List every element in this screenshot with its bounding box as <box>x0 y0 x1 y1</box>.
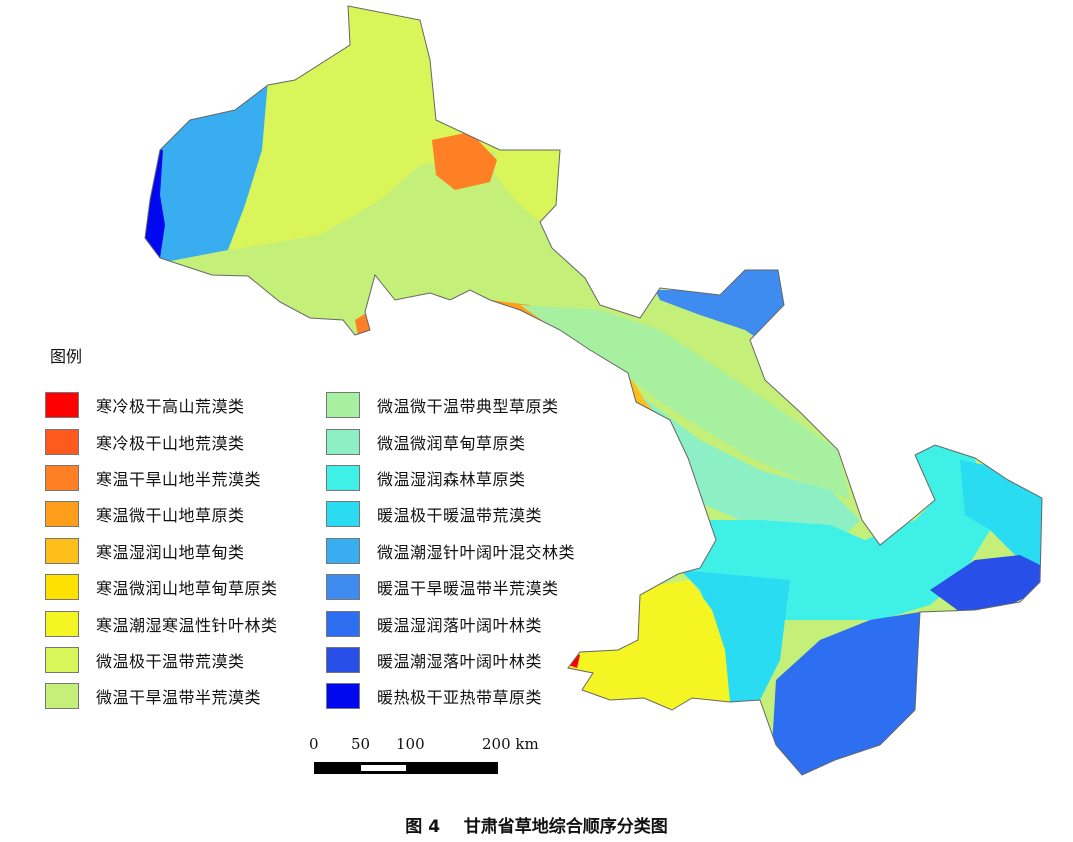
legend-item: 寒温干旱山地半荒漠类 <box>45 460 278 496</box>
region-ne-blue <box>655 270 790 340</box>
legend-item: 暖温湿润落叶阔叶林类 <box>326 605 575 641</box>
legend-label: 暖温潮湿落叶阔叶林类 <box>377 651 543 671</box>
legend-item: 微温干旱温带半荒漠类 <box>45 678 278 714</box>
legend-item: 寒温湿润山地草甸类 <box>45 533 278 569</box>
scale-label-200km: 200 km <box>482 735 539 753</box>
legend-swatch <box>45 610 79 637</box>
scale-label-100: 100 <box>396 735 425 753</box>
legend-swatch <box>45 537 79 564</box>
legend-swatch <box>326 683 360 710</box>
legend-item: 寒温潮湿寒温性针叶林类 <box>45 605 278 641</box>
legend-label: 微温微润草甸草原类 <box>377 433 526 453</box>
region-south-east <box>680 570 790 702</box>
legend-swatch <box>326 392 360 419</box>
legend-item: 暖温潮湿落叶阔叶林类 <box>326 642 575 678</box>
legend-swatch <box>45 574 79 601</box>
region-dunhuang-seminarid <box>145 80 268 265</box>
scale-label-50: 50 <box>351 735 371 753</box>
scale-bar <box>314 762 498 774</box>
legend-swatch <box>45 683 79 710</box>
legend-item: 暖温干旱暖温带半荒漠类 <box>326 569 575 605</box>
legend-swatch <box>45 464 79 491</box>
legend-item: 微温微干温带典型草原类 <box>326 387 575 423</box>
legend-label: 寒温干旱山地半荒漠类 <box>96 469 262 489</box>
legend-swatch <box>45 646 79 673</box>
legend-item: 微温极干温带荒漠类 <box>45 642 278 678</box>
legend-swatch <box>326 610 360 637</box>
legend-item: 暖热极干亚热带草原类 <box>326 678 575 714</box>
region-mountain-orange <box>432 132 497 190</box>
legend-swatch <box>326 646 360 673</box>
legend-label: 微温干旱温带半荒漠类 <box>96 688 262 708</box>
legend-swatch <box>326 574 360 601</box>
region-west-tip <box>145 140 165 258</box>
scale-label-0: 0 <box>309 735 319 753</box>
legend-swatch <box>326 501 360 528</box>
region-qilian-north <box>495 150 560 222</box>
legend-label: 微温微干温带典型草原类 <box>377 397 559 417</box>
legend-swatch <box>45 501 79 528</box>
legend-label: 寒温湿润山地草甸类 <box>96 542 245 562</box>
legend-label: 寒温潮湿寒温性针叶林类 <box>96 615 278 635</box>
legend-item: 微温潮湿针叶阔叶混交林类 <box>326 533 575 569</box>
region-meadow-2 <box>640 395 860 540</box>
legend-item: 寒温微干山地草原类 <box>45 496 278 532</box>
legend-label: 暖温湿润落叶阔叶林类 <box>377 615 543 635</box>
legend-label: 微温潮湿针叶阔叶混交林类 <box>377 542 576 562</box>
legend-label: 暖温极干暖温带荒漠类 <box>377 506 543 526</box>
legend-item: 寒冷极干山地荒漠类 <box>45 423 278 459</box>
legend-item: 微温微润草甸草原类 <box>326 423 575 459</box>
legend-label: 暖热极干亚热带草原类 <box>377 688 543 708</box>
figure-caption: 图 4 甘肃省草地综合顺序分类图 <box>405 817 668 837</box>
region-meadow-steppe <box>520 305 850 500</box>
legend-swatch <box>326 464 360 491</box>
legend-label: 暖温干旱暖温带半荒漠类 <box>377 579 559 599</box>
legend-label: 寒冷极干高山荒漠类 <box>96 397 245 417</box>
legend-label: 微温极干温带荒漠类 <box>96 651 245 671</box>
legend-item: 寒冷极干高山荒漠类 <box>45 387 278 423</box>
legend-column-1: 寒冷极干高山荒漠类 寒冷极干山地荒漠类 寒温干旱山地半荒漠类 寒温微干山地草原类 寒温湿… <box>45 387 278 715</box>
region-forest-steppe <box>680 445 990 620</box>
legend-swatch <box>326 428 360 455</box>
legend-title: 图例 <box>50 347 83 366</box>
legend-item: 暖温极干暖温带荒漠类 <box>326 496 575 532</box>
legend-label: 寒温微润山地草甸草原类 <box>96 579 278 599</box>
legend-swatch <box>45 392 79 419</box>
region-east-mixed <box>930 555 1042 612</box>
legend-swatch <box>45 428 79 455</box>
region-orange-small-2 <box>428 294 442 306</box>
legend-item: 微温湿润森林草原类 <box>326 460 575 496</box>
legend-label: 寒冷极干山地荒漠类 <box>96 433 245 453</box>
legend-label: 微温湿润森林草原类 <box>377 469 526 489</box>
legend-column-2: 微温微干温带典型草原类 微温微润草甸草原类 微温湿润森林草原类 暖温极干暖温带荒漠类微… <box>326 387 575 715</box>
legend-swatch <box>326 537 360 564</box>
legend-item: 寒温微润山地草甸草原类 <box>45 569 278 605</box>
legend-label: 寒温微干山地草原类 <box>96 506 245 526</box>
